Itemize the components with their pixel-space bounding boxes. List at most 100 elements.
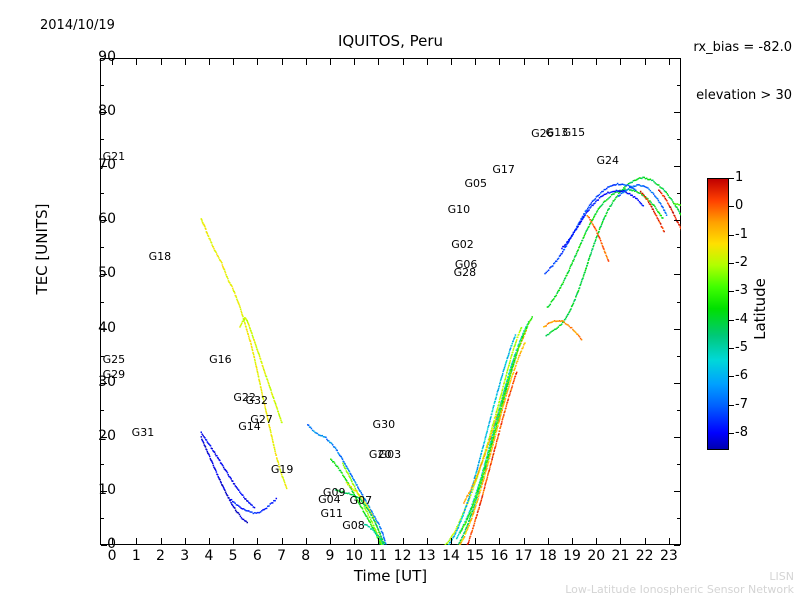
satellite-label: G28 xyxy=(453,266,477,280)
satellite-label: G08 xyxy=(342,519,365,533)
x-tick-label: 22 xyxy=(635,548,654,564)
colorbar-tick xyxy=(729,348,734,349)
data-series xyxy=(673,203,681,206)
x-tick xyxy=(208,538,210,544)
data-series xyxy=(447,334,517,545)
x-tick-top xyxy=(208,59,210,65)
satellite-label: G09 xyxy=(322,485,346,499)
y-tick-label: 10 xyxy=(98,481,116,498)
satellite-label: G30 xyxy=(372,417,396,431)
watermark-fullname: Low-Latitude Ionospheric Sensor Network xyxy=(565,583,794,596)
x-axis-label: Time [UT] xyxy=(353,567,428,585)
x-tick-label: 4 xyxy=(204,548,214,564)
satellite-label: G22 xyxy=(233,390,256,404)
y-tick xyxy=(101,274,107,276)
x-tick-top xyxy=(547,59,549,65)
x-tick-top xyxy=(281,59,283,65)
colorbar-tick-label: -2 xyxy=(735,255,748,270)
x-tick xyxy=(475,538,477,544)
data-series xyxy=(239,317,283,424)
x-tick-top xyxy=(668,59,670,65)
y-minor-tick-right xyxy=(677,355,680,357)
colorbar-tick-label: -3 xyxy=(735,283,748,299)
y-tick-right xyxy=(674,545,680,546)
x-tick-label: 10 xyxy=(345,548,364,564)
satellite-label: G05 xyxy=(464,177,488,191)
data-series xyxy=(330,458,382,545)
x-tick-label: 0 xyxy=(107,548,117,564)
data-series xyxy=(200,218,288,490)
y-minor-tick-right xyxy=(677,409,680,411)
satellite-label: G15 xyxy=(562,125,586,139)
satellite-label: G13 xyxy=(545,125,569,139)
x-tick xyxy=(596,538,598,544)
satellite-label: G19 xyxy=(270,463,294,477)
data-series xyxy=(200,431,256,509)
x-tick xyxy=(184,538,186,544)
y-tick-label: 20 xyxy=(98,427,116,444)
colorbar-tick xyxy=(729,376,734,378)
x-tick xyxy=(305,538,307,544)
x-tick-top xyxy=(184,59,186,65)
date-label: 2014/10/19 xyxy=(40,18,115,33)
elevation-filter-value: elevation > 30 xyxy=(696,88,792,103)
y-tick xyxy=(101,382,107,384)
y-tick-label: 50 xyxy=(98,265,116,282)
x-tick xyxy=(644,538,646,544)
page-title: IQUITOS, Peru xyxy=(337,32,444,50)
data-series xyxy=(543,320,583,341)
axes-frame xyxy=(100,58,681,545)
x-tick-label: 21 xyxy=(611,548,630,564)
y-tick xyxy=(101,328,107,330)
x-tick-label: 15 xyxy=(466,548,485,564)
x-tick-label: 6 xyxy=(252,548,262,564)
y-tick xyxy=(101,490,107,492)
satellite-label: G18 xyxy=(148,250,172,264)
data-series xyxy=(561,189,645,250)
x-tick-top xyxy=(451,59,453,65)
x-tick-label: 5 xyxy=(228,548,238,564)
y-minor-tick-right xyxy=(677,463,680,465)
x-tick xyxy=(354,538,356,544)
y-tick-label: 70 xyxy=(98,157,116,174)
y-tick xyxy=(101,220,107,222)
watermark: LISN Low-Latitude Ionospheric Sensor Net… xyxy=(565,570,794,596)
y-tick-right xyxy=(674,436,680,438)
x-tick xyxy=(668,538,670,544)
rx-bias-value: rx_bias = -82.0 xyxy=(693,40,792,55)
y-minor-tick xyxy=(101,517,104,519)
data-series xyxy=(639,190,665,233)
satellite-label: G02 xyxy=(451,237,474,251)
y-tick-right xyxy=(674,58,680,59)
y-minor-tick xyxy=(101,301,104,303)
y-tick-label: 30 xyxy=(98,373,116,390)
x-tick-label: 8 xyxy=(301,548,311,564)
x-tick xyxy=(233,538,235,544)
x-tick-label: 19 xyxy=(563,548,581,564)
y-tick-right xyxy=(674,328,680,330)
x-tick-top xyxy=(233,59,235,65)
x-tick xyxy=(620,538,622,544)
y-tick-label: 40 xyxy=(98,319,116,336)
colorbar-tick-label: 0 xyxy=(735,198,744,214)
y-tick-right xyxy=(674,112,680,114)
y-tick-right xyxy=(674,220,680,222)
x-tick-top xyxy=(329,59,331,65)
satellite-label: G16 xyxy=(209,353,232,367)
data-series xyxy=(466,371,518,545)
x-tick xyxy=(257,538,259,544)
y-minor-tick xyxy=(101,139,104,141)
data-series xyxy=(459,316,533,534)
satellite-label: G20 xyxy=(368,448,392,462)
x-tick xyxy=(426,538,428,544)
colorbar-tick xyxy=(729,319,734,321)
satellite-label: G31 xyxy=(131,426,155,440)
x-tick xyxy=(499,538,501,544)
x-tick-label: 13 xyxy=(417,548,436,564)
x-tick-label: 3 xyxy=(180,548,190,564)
y-minor-tick xyxy=(101,355,104,357)
y-tick-label: 60 xyxy=(98,211,116,228)
x-tick-label: 23 xyxy=(659,548,678,564)
data-series xyxy=(456,353,518,545)
data-series xyxy=(545,176,681,337)
